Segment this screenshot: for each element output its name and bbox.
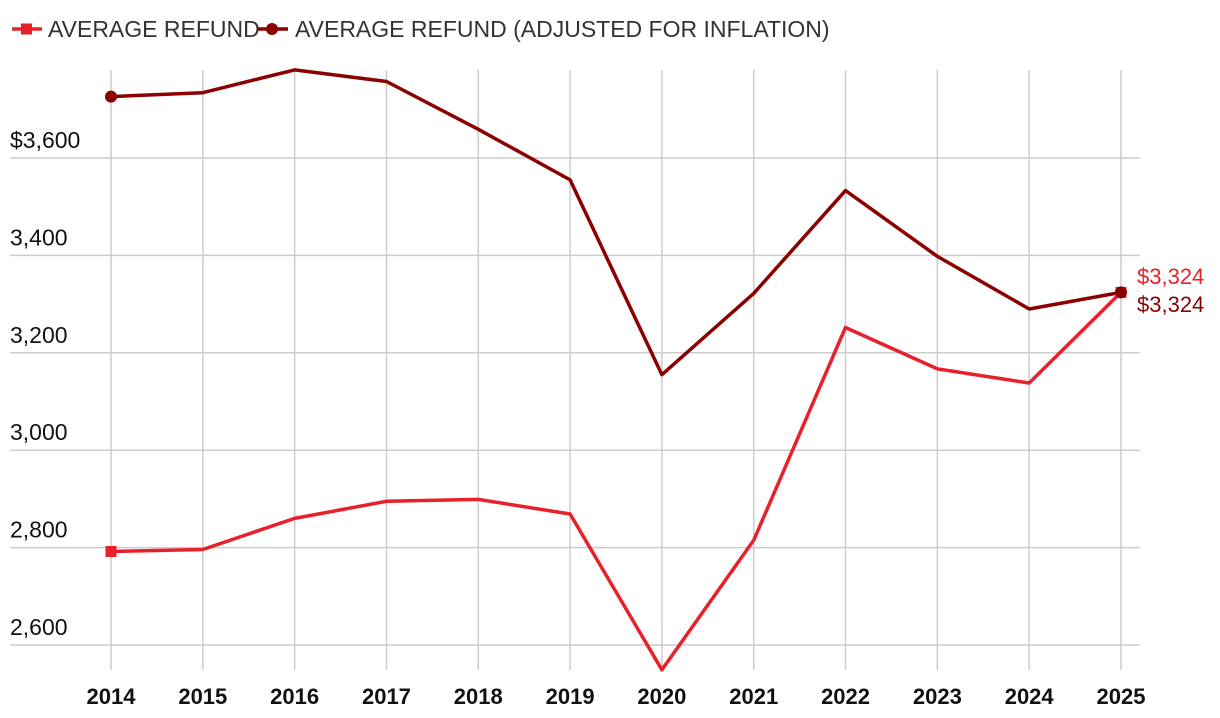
x-tick-label: 2018 [454, 684, 503, 709]
legend-label-adjusted-refund: AVERAGE REFUND (ADJUSTED FOR INFLATION) [295, 16, 830, 42]
end-labels: $3,324 $3,324 [1137, 264, 1204, 317]
legend-item-adjusted-refund: AVERAGE REFUND (ADJUSTED FOR INFLATION) [257, 16, 830, 42]
end-label-average-refund: $3,324 [1137, 264, 1204, 289]
data-point-circle [105, 90, 117, 103]
legend-marker-circle [266, 23, 278, 35]
y-tick-label: 3,400 [10, 224, 68, 250]
series-line-adjusted-refund [109, 68, 1123, 377]
y-tick-label: 3,000 [10, 419, 68, 445]
y-tick-label: 2,800 [10, 517, 68, 543]
end-label-adjusted-refund: $3,324 [1137, 292, 1204, 317]
y-axis: 2,600 2,800 3,000 3,200 3,400 $3,600 [10, 127, 80, 640]
series-lines [105, 68, 1127, 672]
x-axis: 2014 2015 2016 2017 2018 2019 2020 2021 2022 2023… [87, 684, 1146, 709]
gridlines [10, 70, 1140, 670]
legend-item-average-refund: AVERAGE REFUND [12, 16, 260, 42]
x-tick-label: 2017 [362, 684, 411, 709]
x-tick-label: 2025 [1097, 684, 1146, 709]
x-tick-label: 2021 [729, 684, 778, 709]
legend-label-average-refund: AVERAGE REFUND [48, 16, 260, 42]
legend-marker-square [21, 23, 32, 35]
x-tick-label: 2016 [270, 684, 319, 709]
y-tick-label: 2,600 [10, 614, 68, 640]
x-tick-label: 2019 [546, 684, 595, 709]
y-tick-label: $3,600 [10, 127, 80, 153]
x-tick-label: 2020 [637, 684, 686, 709]
series-line-average-refund [109, 290, 1123, 672]
x-tick-label: 2015 [178, 684, 227, 709]
data-point-square [105, 545, 117, 557]
x-tick-label: 2023 [913, 684, 962, 709]
y-tick-label: 3,200 [10, 322, 68, 348]
x-tick-label: 2022 [821, 684, 870, 709]
legend: AVERAGE REFUND AVERAGE REFUND (ADJUSTED … [12, 16, 830, 42]
x-tick-label: 2014 [87, 684, 137, 709]
x-tick-label: 2024 [1005, 684, 1055, 709]
data-point-circle [1115, 286, 1127, 299]
